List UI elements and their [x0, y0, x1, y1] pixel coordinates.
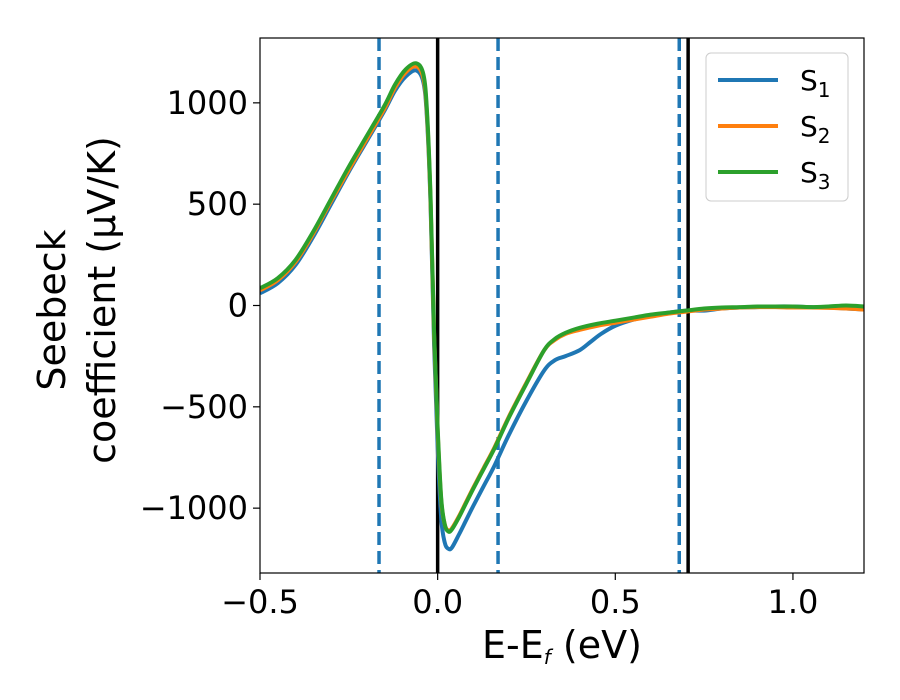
- legend-label-s3: S3: [800, 156, 831, 194]
- x-tick-label: 1.0: [767, 583, 818, 621]
- y-tick-label: −500: [160, 388, 248, 426]
- y-tick-label: 0: [228, 287, 248, 325]
- y-tick-label: 500: [187, 185, 248, 223]
- x-axis-label: E-Ef (eV): [482, 623, 642, 669]
- y-axis-label-line1: Seebeck: [30, 229, 74, 390]
- y-axis-label-line2: coefficient (μV/K): [80, 136, 124, 464]
- x-axis-label-main: E-E: [482, 623, 544, 667]
- x-axis-ticks: −0.5 0.0 0.5 1.0: [221, 573, 818, 621]
- y-tick-label: −1000: [140, 489, 248, 527]
- y-tick-label: 1000: [167, 84, 248, 122]
- x-axis-label-sub: f: [544, 645, 554, 669]
- y-axis-ticks: 1000 500 0 −500 −1000: [140, 84, 260, 527]
- x-axis-label-unit: (eV): [551, 623, 642, 667]
- legend: S1 S2 S3: [705, 52, 849, 202]
- legend-label-s1: S1: [800, 64, 831, 102]
- x-tick-label: 0.0: [412, 583, 463, 621]
- legend-label-s2: S2: [800, 110, 831, 148]
- x-tick-label: −0.5: [221, 583, 299, 621]
- vertical-lines: [377, 38, 690, 573]
- series-line-s3: [260, 61, 864, 534]
- series-lines: [260, 61, 864, 552]
- x-tick-label: 0.5: [590, 583, 641, 621]
